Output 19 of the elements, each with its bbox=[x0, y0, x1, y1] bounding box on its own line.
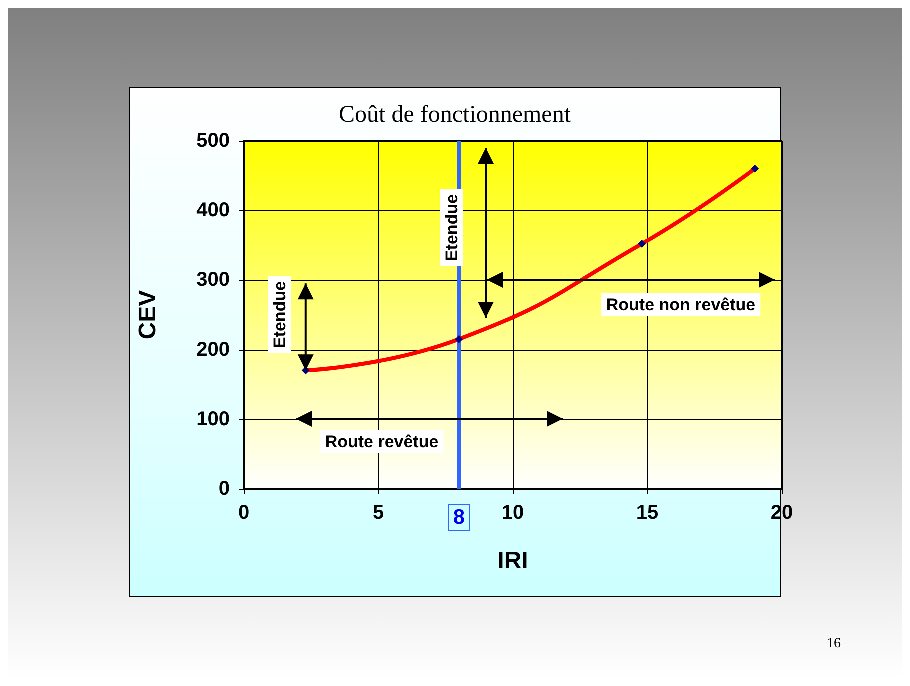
ref-line-label: 8 bbox=[453, 506, 466, 529]
y-tick-label: 400 bbox=[196, 200, 230, 222]
text: 16 bbox=[827, 636, 841, 652]
annotation: Route non revêtue bbox=[606, 296, 756, 314]
x-axis-title: IRI bbox=[498, 548, 528, 574]
x-tick-label: 10 bbox=[502, 502, 524, 524]
annotation: Etendue bbox=[442, 194, 462, 262]
annotation: Route revêtue bbox=[325, 432, 439, 452]
x-tick-label: 0 bbox=[238, 502, 250, 524]
x-tick-label: 15 bbox=[636, 502, 659, 524]
y-axis-title: CEV bbox=[134, 290, 162, 340]
annotation: Etendue bbox=[270, 281, 290, 349]
chart-title: Coût de fonctionnement bbox=[339, 102, 572, 128]
y-tick-label: 200 bbox=[196, 338, 230, 361]
y-tick-label: 100 bbox=[196, 408, 230, 430]
y-tick-label: 500 bbox=[196, 130, 230, 152]
x-tick-label: 5 bbox=[372, 502, 384, 524]
y-tick-label: 0 bbox=[218, 478, 230, 500]
y-tick-label: 300 bbox=[196, 269, 230, 292]
